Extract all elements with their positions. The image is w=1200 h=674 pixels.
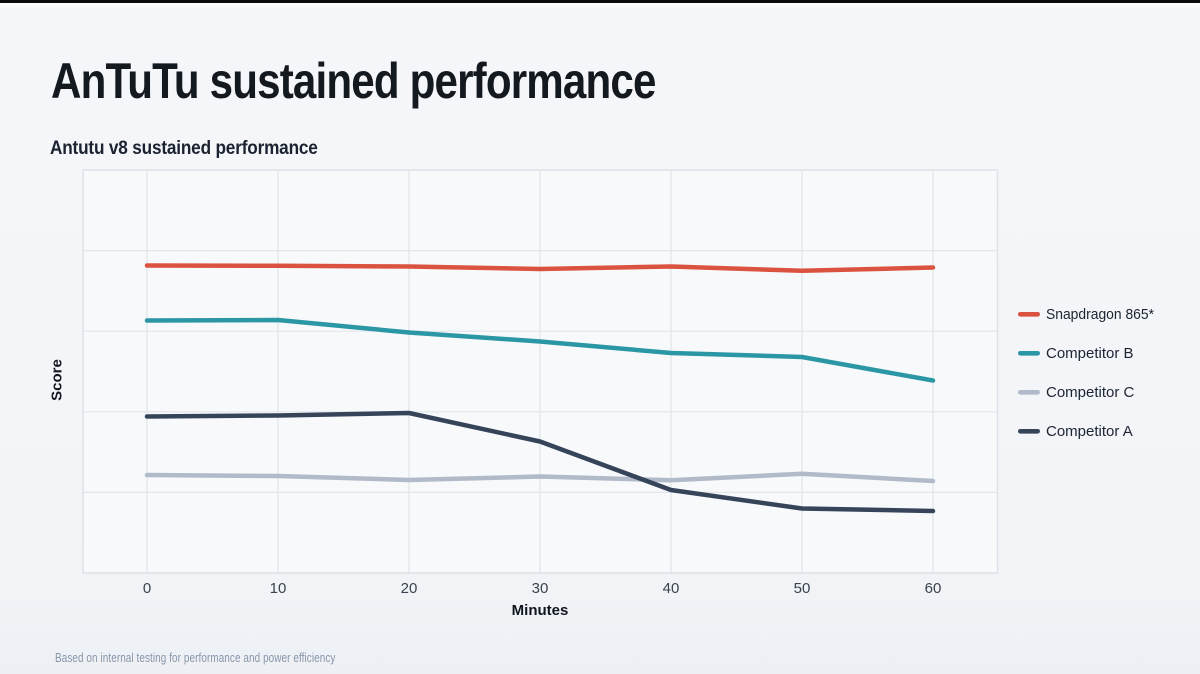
svg-text:60: 60	[925, 580, 942, 597]
svg-text:0: 0	[143, 580, 151, 597]
svg-text:Competitor B: Competitor B	[1046, 345, 1134, 362]
svg-text:Competitor C: Competitor C	[1046, 384, 1135, 401]
svg-text:30: 30	[532, 580, 549, 597]
svg-text:Score: Score	[49, 359, 66, 401]
svg-text:40: 40	[663, 580, 680, 597]
svg-text:Snapdragon 865*: Snapdragon 865*	[1046, 306, 1154, 323]
svg-text:20: 20	[401, 580, 418, 597]
svg-text:50: 50	[794, 580, 811, 597]
svg-text:Competitor A: Competitor A	[1046, 423, 1133, 440]
svg-text:10: 10	[270, 580, 287, 597]
svg-text:Minutes: Minutes	[512, 602, 569, 619]
